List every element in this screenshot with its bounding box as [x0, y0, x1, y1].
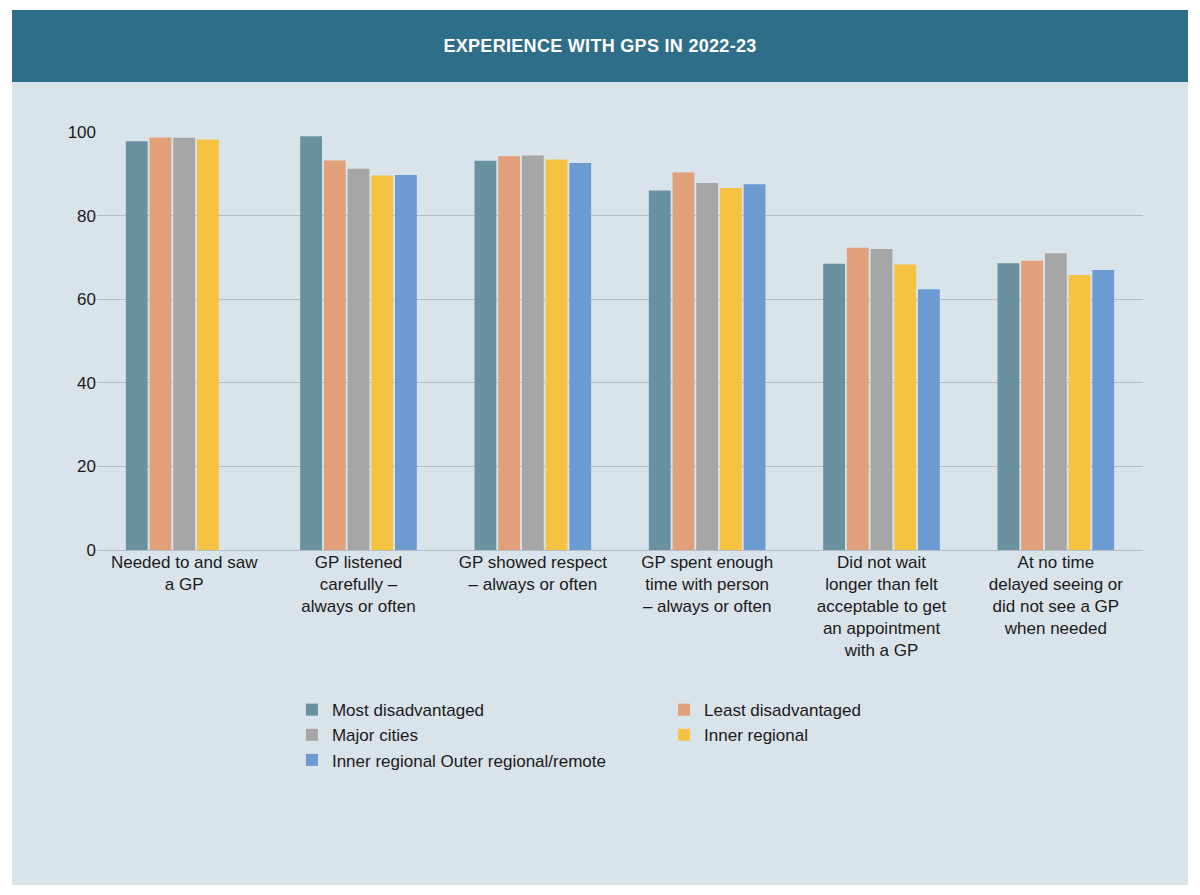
svg-text:GP showed respect– always or o: GP showed respect– always or often [459, 553, 607, 594]
svg-text:0: 0 [87, 541, 96, 560]
svg-text:At no timedelayed seeing ordid: At no timedelayed seeing ordid not see a… [989, 553, 1124, 638]
svg-text:Did not waitlonger than feltac: Did not waitlonger than feltacceptable t… [817, 553, 947, 660]
svg-text:Most disadvantaged: Most disadvantaged [332, 701, 484, 720]
html-text:EXPERIENCE WITH GPS IN 2022-23: EXPERIENCE WITH GPS IN 2022-23 [443, 35, 757, 56]
svg-text:20: 20 [77, 457, 96, 476]
svg-text:40: 40 [77, 374, 96, 393]
svg-text:100: 100 [68, 123, 96, 142]
svg-text:Inner regional Outer regional/: Inner regional Outer regional/remote [332, 752, 606, 771]
svg-text:Inner regional: Inner regional [704, 726, 808, 745]
svg-text:Major cities: Major cities [332, 726, 418, 745]
svg-text:Least disadvantaged: Least disadvantaged [704, 701, 861, 720]
svg-text:60: 60 [77, 290, 96, 309]
svg-text:80: 80 [77, 207, 96, 226]
svg-text:GP spent enoughtime with perso: GP spent enoughtime with person– always … [641, 553, 773, 616]
svg-text:GP listenedcarefully –always o: GP listenedcarefully –always or often [301, 553, 415, 616]
svg-text:Needed to and sawa GP: Needed to and sawa GP [111, 553, 258, 594]
